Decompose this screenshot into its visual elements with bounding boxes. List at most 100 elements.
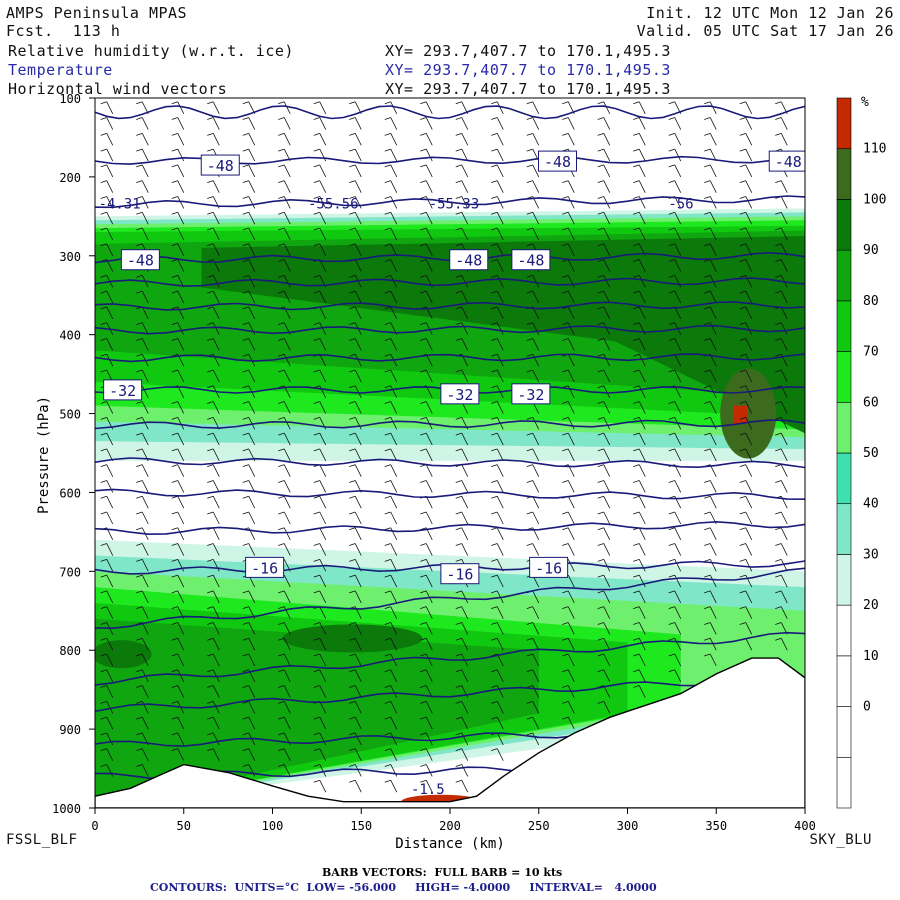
barb-shaft: [745, 275, 753, 288]
wind-barb: [526, 227, 540, 241]
barb-shaft: [106, 401, 114, 414]
y-tick-label: 200: [59, 171, 81, 185]
wind-barb: [171, 653, 185, 667]
barb-flag: [491, 164, 498, 168]
barb-flag: [384, 685, 391, 688]
wind-barb: [278, 227, 291, 241]
wind-barb: [384, 180, 398, 193]
wind-barb: [668, 606, 682, 619]
wind-barb: [384, 338, 398, 351]
barb-shaft: [532, 290, 540, 304]
barb-shaft: [177, 322, 185, 335]
barb-flag: [704, 290, 711, 294]
barb-shaft: [354, 338, 362, 351]
barb-shaft: [390, 701, 398, 714]
barb-shaft: [496, 164, 504, 178]
barb-flag: [171, 700, 178, 704]
barb-flag: [136, 416, 143, 420]
barb-flag: [384, 243, 391, 247]
barb-flag: [775, 637, 782, 641]
barb-shaft: [709, 369, 717, 383]
wind-barb: [739, 227, 753, 241]
barb-shaft: [141, 417, 149, 430]
wind-barb: [526, 101, 540, 114]
barb-flag: [597, 669, 604, 673]
barb-shaft: [745, 180, 753, 193]
barb-shaft: [141, 480, 149, 493]
barb-shaft: [709, 117, 717, 130]
barb-flag: [136, 369, 143, 373]
barb-flag: [313, 274, 320, 278]
x-tick-label: 200: [439, 819, 461, 833]
barb-flag: [597, 464, 604, 468]
wind-barb: [420, 480, 433, 493]
wind-barb: [349, 779, 362, 793]
barb-flag: [278, 211, 285, 215]
barb-flag: [597, 369, 604, 373]
barb-flag: [384, 653, 391, 657]
wind-barb: [313, 495, 327, 509]
barb-shaft: [390, 480, 398, 493]
barb-flag: [633, 401, 640, 404]
barb-shaft: [425, 448, 433, 462]
barb-shaft: [638, 338, 646, 351]
wind-barb: [100, 227, 114, 241]
wind-barb: [562, 669, 575, 682]
barb-flag: [349, 432, 356, 436]
barb-flag: [775, 132, 782, 136]
barb-flag: [420, 243, 427, 247]
wind-barb: [278, 448, 291, 462]
wind-barb: [491, 322, 504, 335]
wind-barb: [100, 480, 114, 493]
barb-shaft: [106, 559, 114, 572]
wind-barb: [207, 685, 220, 698]
barb-flag: [491, 748, 498, 752]
barb-flag: [526, 543, 533, 546]
wind-barb: [349, 669, 362, 682]
barb-flag: [207, 606, 214, 610]
barb-flag: [384, 338, 391, 341]
barb-flag: [420, 290, 427, 294]
barb-shaft: [709, 101, 717, 114]
barb-flag: [739, 227, 746, 231]
barb-flag: [704, 132, 711, 136]
barb-shaft: [283, 290, 291, 304]
colorbar-segment: [836, 756, 852, 809]
barb-flag: [455, 748, 462, 752]
wind-barb: [739, 480, 753, 493]
barb-flag: [384, 290, 391, 294]
barb-flag: [491, 606, 498, 610]
barb-flag: [384, 779, 391, 783]
barb-shaft: [283, 480, 291, 493]
barb-flag: [313, 322, 320, 326]
wind-barb: [313, 132, 327, 146]
barb-flag: [633, 132, 640, 136]
barb-shaft: [106, 732, 114, 746]
barb-shaft: [177, 669, 185, 682]
barb-shaft: [106, 669, 114, 682]
barb-flag: [207, 511, 214, 515]
barb-shaft: [425, 133, 433, 146]
barb-shaft: [354, 290, 362, 304]
barb-flag: [739, 432, 746, 436]
wind-barb: [775, 558, 788, 572]
barb-shaft: [425, 148, 433, 162]
barb-shaft: [709, 622, 717, 635]
barb-flag: [313, 243, 320, 247]
barb-shaft: [567, 527, 575, 540]
barb-shaft: [390, 685, 398, 698]
barb-flag: [384, 432, 391, 436]
barb-shaft: [567, 559, 575, 572]
barb-flag: [455, 448, 462, 452]
barb-shaft: [674, 590, 682, 604]
wind-barb: [455, 227, 469, 241]
barb-flag: [278, 164, 285, 168]
barb-shaft: [283, 117, 291, 130]
barb-shaft: [390, 290, 398, 304]
wind-barb: [100, 148, 114, 162]
barb-shaft: [603, 148, 611, 162]
wind-barb: [100, 637, 114, 651]
barb-shaft: [425, 669, 433, 682]
barb-shaft: [674, 606, 682, 619]
wind-barb: [455, 306, 469, 320]
